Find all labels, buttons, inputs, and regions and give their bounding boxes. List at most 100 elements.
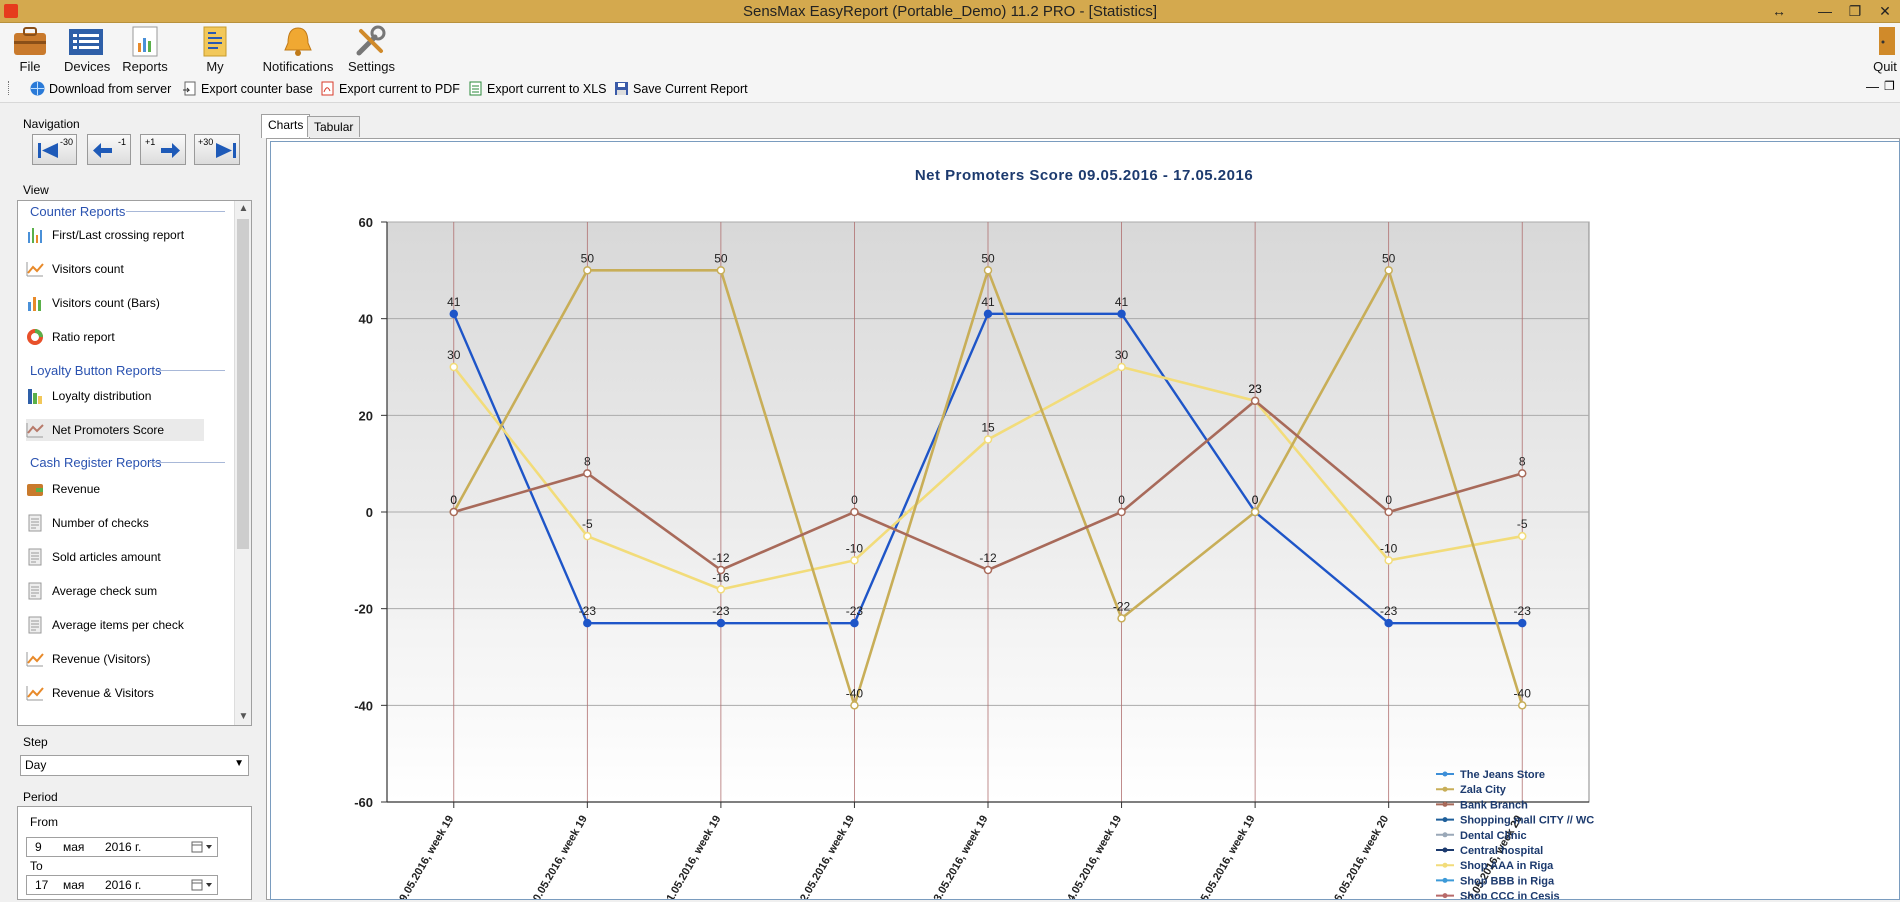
data-point[interactable] [1117,309,1126,319]
view-item-label: Ratio report [52,330,115,344]
scrollbar-thumb[interactable] [237,219,249,549]
from-day[interactable]: 9 [35,840,42,854]
view-item-visitors-count-bars[interactable]: Visitors count (Bars) [26,292,160,314]
data-point[interactable] [1384,618,1393,628]
quit-label: Quit [1873,59,1897,74]
data-point[interactable] [449,362,459,372]
legend-entry: Dental Clinic [1460,830,1527,842]
mdi-minimize-button[interactable]: — [1866,79,1879,94]
data-point[interactable] [583,531,592,541]
maximize-button[interactable]: ❐ [1848,3,1862,19]
back-30-button[interactable]: -30 [32,134,77,165]
notifications-button[interactable]: Notifications [262,25,334,74]
data-label: -10 [1380,541,1398,555]
data-point[interactable] [1517,701,1527,710]
section-header-loyalty: Loyalty Button Reports [30,363,162,378]
legend-marker [1442,862,1448,868]
calendar-icon[interactable] [191,879,215,894]
export-counter-base-button[interactable]: Export counter base [182,81,313,96]
view-item-revenue-and-visitors[interactable]: Revenue & Visitors [26,682,154,704]
data-point[interactable] [716,565,726,575]
data-point[interactable] [1517,469,1527,478]
data-label: 50 [981,251,995,265]
data-point[interactable] [1117,507,1126,517]
to-month[interactable]: мая [63,878,85,892]
window-title: SensMax EasyReport (Portable_Demo) 11.2 … [742,3,1158,20]
data-label: 30 [1115,348,1129,362]
data-point[interactable] [850,701,859,710]
data-point[interactable] [983,309,993,319]
calendar-icon[interactable] [191,841,215,856]
view-item-first-last-crossing[interactable]: First/Last crossing report [26,224,184,246]
view-item-revenue-visitors[interactable]: Revenue (Visitors) [26,648,150,670]
download-from-server-button[interactable]: Download from server [30,81,171,96]
view-item-visitors-count[interactable]: Visitors count [26,258,124,280]
scroll-up-icon[interactable]: ▲ [238,203,249,214]
data-point[interactable] [583,618,592,628]
from-year[interactable]: 2016 г. [105,840,142,854]
view-item-revenue[interactable]: Revenue [26,478,100,500]
forward-1-button[interactable]: +1 [140,134,186,165]
tab-tabular[interactable]: Tabular [307,116,361,137]
data-point[interactable] [1517,618,1527,628]
app-logo-icon [4,4,18,18]
data-point[interactable] [1517,531,1527,541]
data-point[interactable] [449,309,459,319]
tab-charts[interactable]: Charts [261,114,311,138]
minimize-button[interactable]: — [1818,3,1832,19]
forward-30-button[interactable]: +30 [194,134,240,165]
scroll-down-icon[interactable]: ▼ [238,711,249,722]
restore-size-icon[interactable]: ↔ [1772,3,1786,19]
view-item-average-items-per-check[interactable]: Average items per check [26,614,184,636]
my-reports-icon [197,25,233,57]
data-point[interactable] [1384,266,1393,275]
devices-button[interactable]: Devices [64,25,110,74]
data-point[interactable] [983,565,993,575]
data-point[interactable] [716,618,726,628]
data-label: 23 [1248,382,1262,396]
settings-button[interactable]: Settings [348,25,395,74]
to-day[interactable]: 17 [35,878,49,892]
view-item-average-check-sum[interactable]: Average check sum [26,580,157,602]
data-point[interactable] [1250,507,1260,517]
to-date-picker[interactable]: 17 мая 2016 г. [26,875,218,895]
view-item-ratio-report[interactable]: Ratio report [26,326,115,348]
reports-button[interactable]: Reports [122,25,168,74]
view-item-number-of-checks[interactable]: Number of checks [26,512,149,534]
data-point[interactable] [1117,614,1126,623]
mdi-restore-button[interactable]: ❐ [1884,79,1895,93]
legend-entry: The Jeans Store [1460,769,1545,781]
file-button[interactable]: File [10,25,50,74]
to-year[interactable]: 2016 г. [105,878,142,892]
export-pdf-button[interactable]: Export current to PDF [320,81,460,96]
y-tick-label: 20 [359,408,373,423]
back-1-button[interactable]: -1 [87,134,131,165]
from-date-picker[interactable]: 9 мая 2016 г. [26,837,218,857]
data-point[interactable] [983,435,993,444]
data-point[interactable] [449,507,459,517]
data-point[interactable] [716,266,726,275]
data-point[interactable] [1384,507,1393,517]
data-point[interactable] [716,585,726,594]
step-select[interactable]: Day ▼ [20,755,249,776]
devices-list-icon [68,25,104,57]
from-month[interactable]: мая [63,840,85,854]
data-point[interactable] [850,556,859,565]
data-point[interactable] [1384,556,1393,565]
data-point[interactable] [983,266,993,275]
export-xls-button[interactable]: Export current to XLS [468,81,607,96]
export-xls-label: Export current to XLS [487,81,607,96]
data-point[interactable] [583,469,592,478]
data-point[interactable] [1117,362,1126,372]
save-current-report-button[interactable]: Save Current Report [614,81,748,96]
view-list-scrollbar[interactable]: ▲ ▼ [234,201,251,725]
view-item-net-promoters-score[interactable]: Net Promoters Score [26,419,205,441]
view-item-sold-articles-amount[interactable]: Sold articles amount [26,546,161,568]
data-point[interactable] [850,507,859,517]
data-point[interactable] [583,266,592,275]
close-button[interactable]: ✕ [1879,3,1891,19]
quit-button[interactable]: Quit [1870,25,1900,74]
data-point[interactable] [1250,396,1260,406]
view-item-loyalty-distribution[interactable]: Loyalty distribution [26,385,151,407]
data-point[interactable] [850,618,859,628]
